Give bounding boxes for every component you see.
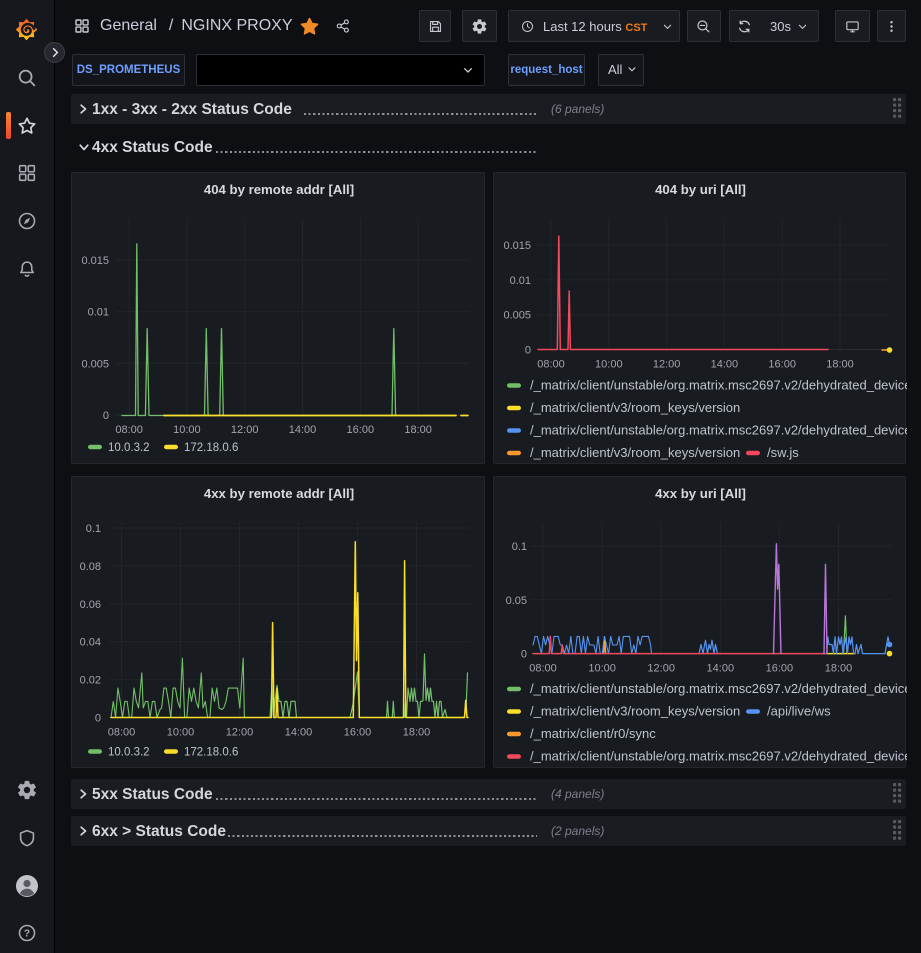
svg-text:10.0.3.2: 10.0.3.2 (108, 442, 150, 454)
svg-text:10:00: 10:00 (595, 359, 623, 371)
svg-text:0.01: 0.01 (510, 275, 531, 287)
svg-text:404 by uri [All]: 404 by uri [All] (655, 182, 746, 197)
svg-text:/api/live/ws: /api/live/ws (767, 704, 831, 719)
svg-text:?: ? (24, 929, 30, 940)
svg-text:14:00: 14:00 (289, 424, 317, 436)
svg-text:0: 0 (95, 713, 101, 725)
svg-text:0.05: 0.05 (506, 595, 527, 607)
svg-text:/_matrix/client/r0/sync: /_matrix/client/r0/sync (530, 726, 656, 741)
svg-text:08:00: 08:00 (537, 359, 565, 371)
svg-text:0.1: 0.1 (512, 541, 527, 553)
svg-text:/_matrix/client/v3/room_keys/v: /_matrix/client/v3/room_keys/version (530, 445, 740, 460)
svg-text:12:00: 12:00 (653, 359, 681, 371)
svg-text:08:00: 08:00 (115, 424, 143, 436)
svg-text:08:00: 08:00 (108, 727, 136, 739)
svg-text:14:00: 14:00 (711, 359, 739, 371)
svg-text:0: 0 (525, 345, 531, 357)
svg-text:/_matrix/client/unstable/org.m: /_matrix/client/unstable/org.matrix.msc2… (530, 378, 907, 393)
svg-text:0.01: 0.01 (88, 307, 109, 319)
svg-text:0.04: 0.04 (80, 637, 101, 649)
svg-text:0: 0 (521, 649, 527, 661)
svg-text:4xx by remote addr [All]: 4xx by remote addr [All] (204, 486, 354, 501)
svg-text:0.06: 0.06 (80, 599, 101, 611)
svg-text:18:00: 18:00 (404, 424, 432, 436)
svg-text:16:00: 16:00 (766, 663, 794, 675)
svg-text:16:00: 16:00 (768, 359, 796, 371)
svg-text:0.08: 0.08 (80, 561, 101, 573)
svg-text:16:00: 16:00 (347, 424, 375, 436)
svg-text:/_matrix/client/unstable/org.m: /_matrix/client/unstable/org.matrix.msc2… (530, 681, 907, 696)
svg-text:18:00: 18:00 (403, 727, 431, 739)
svg-text:172.18.0.6: 172.18.0.6 (184, 442, 238, 454)
svg-text:/sw.js: /sw.js (767, 445, 799, 460)
svg-text:10:00: 10:00 (173, 424, 201, 436)
svg-text:08:00: 08:00 (529, 663, 557, 675)
svg-text:0.1: 0.1 (86, 523, 101, 535)
svg-text:404 by remote addr [All]: 404 by remote addr [All] (204, 182, 354, 197)
svg-text:/_matrix/client/unstable/org.m: /_matrix/client/unstable/org.matrix.msc2… (530, 423, 907, 438)
svg-text:16:00: 16:00 (344, 727, 372, 739)
svg-text:0.005: 0.005 (503, 310, 531, 322)
svg-text:0.015: 0.015 (81, 255, 109, 267)
svg-text:0: 0 (103, 410, 109, 422)
svg-text:172.18.0.6: 172.18.0.6 (184, 747, 238, 759)
svg-text:10.0.3.2: 10.0.3.2 (108, 747, 150, 759)
svg-text:0.015: 0.015 (503, 240, 531, 252)
svg-text:18:00: 18:00 (826, 359, 854, 371)
svg-text:0.005: 0.005 (81, 358, 109, 370)
svg-text:/_matrix/client/unstable/org.m: /_matrix/client/unstable/org.matrix.msc2… (530, 749, 907, 764)
svg-text:12:00: 12:00 (226, 727, 254, 739)
svg-text:/_matrix/client/v3/room_keys/v: /_matrix/client/v3/room_keys/version (530, 400, 740, 415)
svg-text:14:00: 14:00 (707, 663, 735, 675)
svg-text:12:00: 12:00 (231, 424, 259, 436)
svg-text:10:00: 10:00 (167, 727, 195, 739)
svg-text:10:00: 10:00 (588, 663, 616, 675)
svg-text:14:00: 14:00 (285, 727, 313, 739)
svg-text:/_matrix/client/v3/room_keys/v: /_matrix/client/v3/room_keys/version (530, 704, 740, 719)
svg-text:12:00: 12:00 (647, 663, 675, 675)
svg-text:0.02: 0.02 (80, 675, 101, 687)
svg-text:18:00: 18:00 (825, 663, 853, 675)
svg-text:4xx by uri [All]: 4xx by uri [All] (655, 486, 746, 501)
